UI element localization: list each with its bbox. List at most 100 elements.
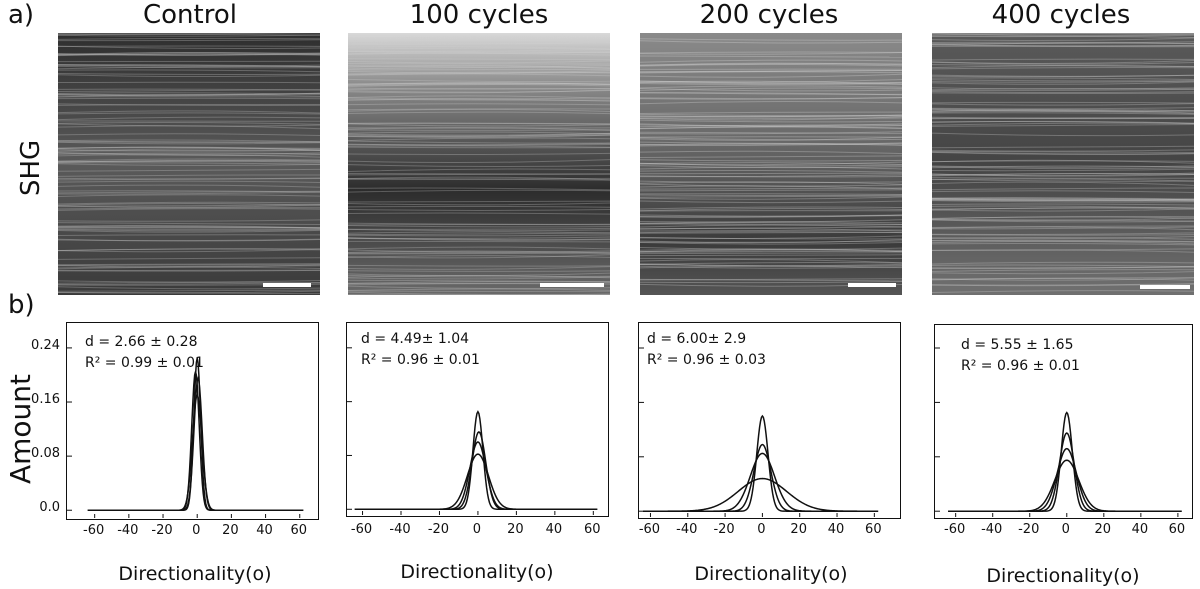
fiber-line xyxy=(640,180,902,184)
fiber-line xyxy=(932,116,1194,120)
fiber-line xyxy=(640,263,902,267)
fiber-line xyxy=(932,77,1194,80)
fiber-line xyxy=(932,265,1194,269)
fiber-line xyxy=(640,70,902,73)
x-tick-label: -60 xyxy=(350,522,373,537)
fiber-line xyxy=(932,45,1194,47)
fiber-line xyxy=(932,178,1194,182)
fiber-line xyxy=(348,89,610,93)
fiber-line xyxy=(932,269,1194,273)
fiber-line xyxy=(348,42,610,45)
fiber-line xyxy=(58,88,320,91)
fiber-line xyxy=(348,200,610,203)
fiber-line xyxy=(58,219,320,222)
stat-d-100-cycles: d = 4.49± 1.04 xyxy=(361,331,470,347)
fiber-line xyxy=(640,114,902,118)
fiber-line xyxy=(640,80,902,85)
fiber-line xyxy=(348,208,610,211)
fiber-line xyxy=(932,108,1194,112)
fiber-line xyxy=(640,123,902,127)
x-tick-label: 20 xyxy=(1094,522,1112,537)
fiber-line xyxy=(58,207,320,210)
fiber-line xyxy=(640,141,902,145)
fiber-line xyxy=(640,278,902,282)
shg-image-control xyxy=(58,33,320,295)
fiber-line xyxy=(932,117,1194,120)
fiber-line xyxy=(58,162,320,165)
fiber-line xyxy=(58,291,320,295)
fiber-line xyxy=(58,290,320,294)
fiber-line xyxy=(932,74,1194,78)
fiber-line xyxy=(58,174,320,177)
fiber-line xyxy=(932,145,1194,149)
fiber-line xyxy=(640,231,902,234)
fiber-line xyxy=(348,234,610,237)
fiber-line xyxy=(932,197,1194,201)
fiber-line xyxy=(640,231,902,234)
fiber-line xyxy=(932,65,1194,69)
fiber-line xyxy=(58,64,320,67)
x-axis-title-control: Directionality(o) xyxy=(118,563,272,585)
x-tick-label: 0 xyxy=(757,522,766,537)
fiber-line xyxy=(58,53,320,56)
fiber-line xyxy=(58,65,320,69)
fiber-line xyxy=(932,41,1194,45)
fiber-line xyxy=(932,206,1194,210)
fiber-line xyxy=(348,127,610,131)
fiber-line xyxy=(932,61,1194,65)
fiber-line xyxy=(932,109,1194,114)
fiber-line xyxy=(348,231,610,234)
fiber-line xyxy=(640,92,902,96)
fiber-line xyxy=(58,141,320,145)
fiber-line xyxy=(58,177,320,180)
fiber-line xyxy=(348,89,610,94)
fiber-line xyxy=(640,280,902,284)
fiber-line xyxy=(348,266,610,270)
fiber-line xyxy=(58,37,320,40)
fiber-line xyxy=(348,71,610,75)
fiber-line xyxy=(932,234,1194,236)
fiber-line xyxy=(348,255,610,258)
fiber-line xyxy=(348,50,610,53)
fiber-line xyxy=(640,193,902,195)
fiber-line xyxy=(640,175,902,178)
fiber-line xyxy=(640,63,902,66)
fiber-line xyxy=(640,222,902,226)
x-tick-label: 20 xyxy=(222,523,239,538)
fiber-line xyxy=(348,103,610,106)
fiber-line xyxy=(932,219,1194,223)
fiber-line xyxy=(348,37,610,40)
fiber-line xyxy=(58,264,320,268)
scale-bar xyxy=(540,283,604,287)
fiber-line xyxy=(640,196,902,200)
fiber-line xyxy=(348,129,610,131)
fiber-line xyxy=(348,202,610,206)
fiber-line xyxy=(932,64,1194,68)
fiber-line xyxy=(932,173,1194,176)
fiber-line xyxy=(932,149,1194,152)
fiber-line xyxy=(932,249,1194,253)
fiber-line xyxy=(58,53,320,56)
fiber-line xyxy=(348,98,610,102)
fiber-line xyxy=(640,136,902,141)
fiber-line xyxy=(58,184,320,188)
fiber-line xyxy=(58,146,320,151)
fiber-line xyxy=(640,248,902,253)
fiber-line xyxy=(932,88,1194,91)
fiber-line xyxy=(58,146,320,152)
fiber-line xyxy=(348,98,610,101)
fiber-line xyxy=(348,276,610,280)
fiber-line xyxy=(58,89,320,92)
fiber-line xyxy=(348,237,610,241)
x-tick-label: -20 xyxy=(713,522,735,537)
fiber-line xyxy=(58,194,320,197)
fiber-line xyxy=(640,235,902,239)
fiber-line xyxy=(58,148,320,152)
fiber-line xyxy=(932,112,1194,115)
fiber-line xyxy=(932,88,1194,92)
fiber-line xyxy=(640,206,902,210)
fiber-line xyxy=(932,226,1194,230)
fiber-line xyxy=(348,224,610,228)
fiber-line xyxy=(58,92,320,96)
fiber-line xyxy=(58,33,313,35)
